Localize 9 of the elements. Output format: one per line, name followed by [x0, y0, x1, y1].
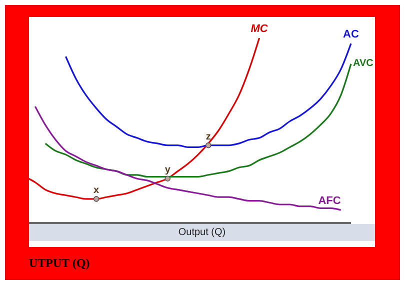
annotation: z: [206, 131, 211, 142]
series-label: AVC: [353, 58, 374, 69]
text: UTPUT (Q): [29, 256, 90, 271]
series-label: MC: [250, 23, 269, 35]
annotation: y: [164, 164, 171, 176]
annotation: x: [94, 184, 100, 196]
x-axis-title: Output (Q): [29, 224, 375, 241]
series-label: AC: [343, 28, 359, 41]
series-label: AFC: [318, 195, 341, 208]
